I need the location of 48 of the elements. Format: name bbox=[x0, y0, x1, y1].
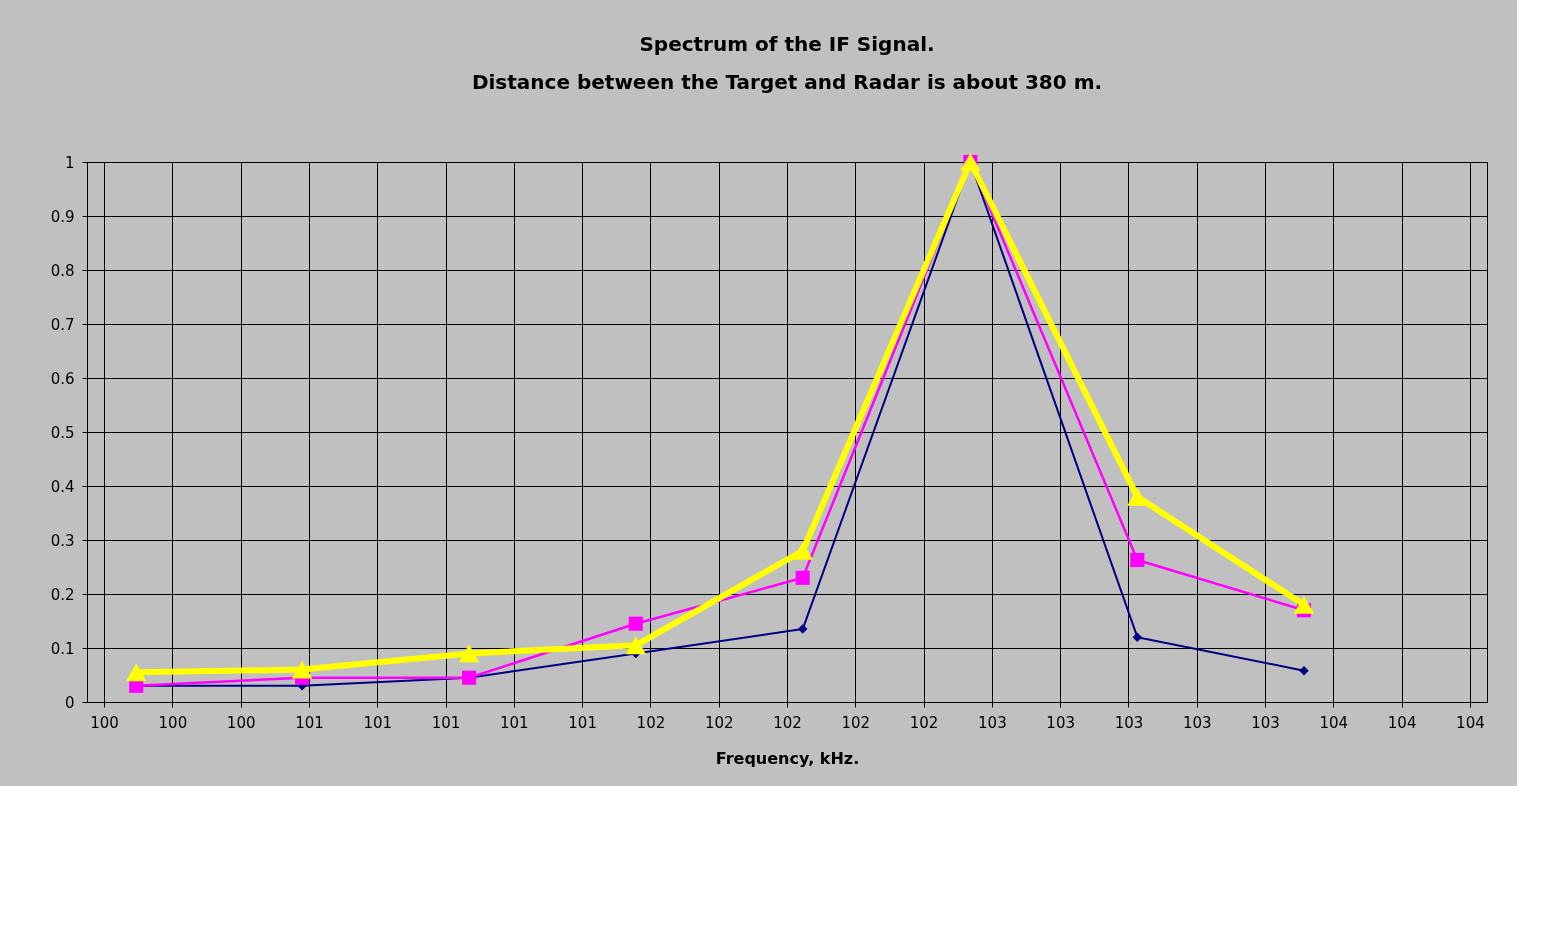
x-axis-title: Frequency, kHz. bbox=[715, 748, 860, 768]
y-tick-label: 0.7 bbox=[50, 315, 75, 334]
x-tick-label: 104 bbox=[1319, 713, 1349, 732]
point bbox=[625, 636, 646, 655]
y-tick-label: 0.2 bbox=[50, 585, 75, 604]
y-tick-label: 0.6 bbox=[50, 369, 75, 388]
y-tick-label: 1 bbox=[64, 153, 75, 172]
x-tick-label: 101 bbox=[568, 713, 597, 732]
x-tick-label: 100 bbox=[90, 713, 119, 732]
x-tick-label: 103 bbox=[1182, 713, 1212, 732]
point bbox=[795, 570, 810, 585]
chart-subtitle: Distance between the Target and Radar is about 380 m. bbox=[471, 70, 1103, 95]
y-tick-label: 0.4 bbox=[50, 477, 75, 496]
x-tick-label: 104 bbox=[1387, 713, 1417, 732]
x-tick-label: 101 bbox=[295, 713, 324, 732]
x-tick-label: 100 bbox=[158, 713, 188, 732]
x-tick-label: 102 bbox=[841, 713, 871, 732]
point bbox=[291, 660, 313, 679]
point bbox=[1299, 665, 1309, 676]
x-tick-label: 104 bbox=[1456, 713, 1485, 732]
y-tick-label: 0.5 bbox=[50, 423, 75, 442]
point bbox=[628, 616, 643, 631]
point bbox=[458, 644, 480, 663]
chart-title: Spectrum of the IF Signal. bbox=[639, 32, 935, 57]
x-tick-label: 103 bbox=[978, 713, 1007, 732]
y-tick-label: 0.3 bbox=[50, 531, 75, 550]
x-tick-label: 101 bbox=[500, 713, 529, 732]
y-tick-label: 0.8 bbox=[50, 261, 75, 280]
point bbox=[1130, 552, 1145, 568]
point bbox=[797, 624, 808, 634]
x-tick-label: 102 bbox=[636, 713, 666, 732]
x-tick-label: 102 bbox=[773, 713, 802, 732]
y-tick-label: 0.1 bbox=[50, 639, 75, 658]
point bbox=[1127, 487, 1148, 506]
x-tick-label: 103 bbox=[1251, 713, 1280, 732]
x-tick-label: 103 bbox=[1114, 713, 1144, 732]
point bbox=[1293, 595, 1315, 614]
y-tick-label: 0.9 bbox=[50, 207, 75, 226]
x-tick-label: 100 bbox=[226, 713, 256, 732]
x-tick-label: 102 bbox=[704, 713, 734, 732]
point bbox=[1132, 632, 1143, 642]
point bbox=[125, 663, 147, 682]
x-tick-label: 101 bbox=[431, 713, 461, 732]
x-tick-label: 102 bbox=[909, 713, 939, 732]
point bbox=[792, 541, 813, 560]
x-tick-label: 103 bbox=[1046, 713, 1075, 732]
x-tick-label: 101 bbox=[363, 713, 393, 732]
y-tick-label: 0 bbox=[64, 693, 75, 712]
